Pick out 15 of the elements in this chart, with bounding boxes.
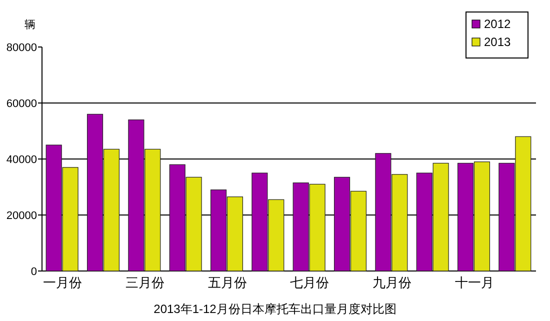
y-tick-label: 0 xyxy=(30,266,37,278)
legend-label: 2013 xyxy=(484,35,512,50)
legend-label: 2012 xyxy=(484,17,512,32)
x-tick-label: 七月份 xyxy=(290,275,330,290)
x-tick-label: 九月份 xyxy=(372,275,412,290)
y-tick-label: 60000 xyxy=(6,98,37,110)
y-axis-title: 辆 xyxy=(24,19,36,31)
y-tick-label: 20000 xyxy=(6,210,37,222)
x-tick-label: 三月份 xyxy=(125,275,164,290)
x-tick-label: 一月份 xyxy=(43,275,82,290)
y-tick-label: 40000 xyxy=(6,154,37,166)
text: 2013年1-12月份日本摩托车出口量月度对比图 xyxy=(154,302,396,316)
x-tick-label: 五月份 xyxy=(208,275,247,290)
x-tick-label: 十一月 xyxy=(454,275,494,290)
y-tick-label: 80000 xyxy=(6,42,37,54)
